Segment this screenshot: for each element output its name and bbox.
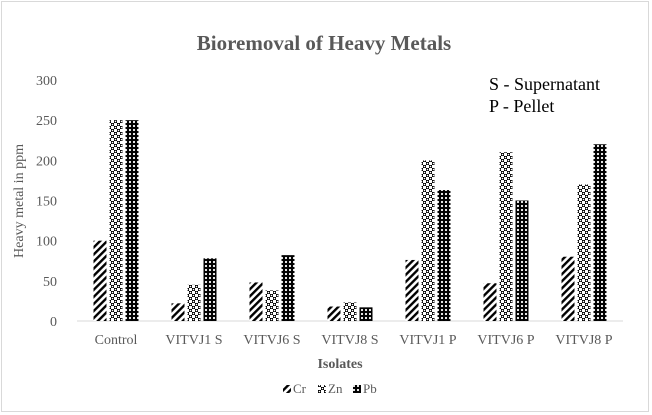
bar-cr [171,303,185,321]
x-tick-label: VITVJ8 P [555,333,612,348]
y-tick-label: 250 [36,114,57,129]
legend-label-zn: Zn [328,381,343,396]
x-tick-label: VITVJ6 S [243,333,300,348]
bar-pb [437,190,451,321]
x-tick-label: VITVJ1 P [399,333,456,348]
legend-swatch-cr [283,385,291,393]
x-axis-title: Isolates [317,357,363,372]
bar-pb [359,307,373,321]
x-tick-labels: Control VITVJ1 S VITVJ6 S VITVJ8 S VITVJ1 P V… [95,333,613,348]
legend-label-cr: Cr [293,381,307,396]
bar-cr [483,283,497,321]
y-tick-label: 200 [36,154,57,169]
bar-pb [593,144,607,321]
bar-cr [249,282,263,321]
bar-zn [343,302,357,321]
legend-swatch-pb [353,385,361,393]
y-axis-title: Heavy metal in ppm [12,144,27,258]
x-tick-label: Control [95,333,138,348]
bars-group [93,120,607,322]
bar-zn [109,120,123,322]
bar-pb [515,200,529,321]
x-tick-label: VITVJ8 S [321,333,378,348]
y-tick-label: 150 [36,195,57,210]
bar-zn [265,290,279,321]
bar-zn [577,184,591,321]
y-tick-label: 50 [43,275,57,290]
x-tick-label: VITVJ6 P [477,333,534,348]
bar-cr [327,306,341,321]
bar-cr [561,256,575,321]
y-tick-label: 0 [50,315,57,330]
bar-pb [281,255,295,321]
bar-cr [405,259,419,321]
legend: Cr Zn Pb [283,381,377,396]
bar-pb [125,120,139,322]
y-tick-labels: 0 50 100 150 200 250 300 [36,74,57,330]
annotation-pellet: P - Pellet [489,96,554,116]
x-tick-label: VITVJ1 S [165,333,222,348]
bar-zn [187,284,201,321]
bar-zn [421,160,435,321]
legend-label-pb: Pb [363,381,377,396]
bar-cr [93,240,107,321]
annotation-supernatant: S - Supernatant [489,74,600,94]
legend-swatch-zn [318,385,326,393]
y-tick-label: 100 [36,235,57,250]
y-tick-label: 300 [36,74,57,89]
bar-zn [499,152,513,321]
bar-pb [203,258,217,321]
chart-title: Bioremoval of Heavy Metals [197,31,451,55]
